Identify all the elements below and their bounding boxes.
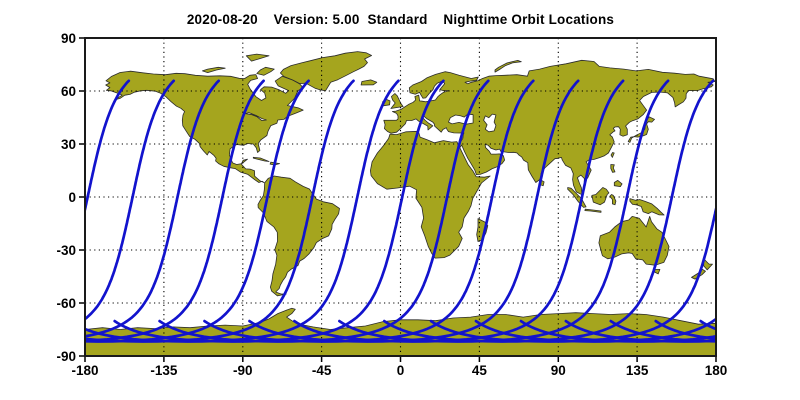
y-tick-label: 30 xyxy=(61,137,76,152)
orbit-track xyxy=(791,81,800,342)
landmass xyxy=(252,156,270,162)
orbit-track xyxy=(293,79,625,343)
x-tick-label: -180 xyxy=(71,363,98,378)
orbit-track xyxy=(85,79,176,321)
orbit-track xyxy=(746,81,800,342)
landmass xyxy=(629,198,665,216)
orbit-track xyxy=(85,79,355,343)
figure-title: 2020-08-20 Version: 5.00 Standard Nightt… xyxy=(186,12,615,27)
landmass xyxy=(85,307,716,356)
landmass xyxy=(360,79,378,86)
landmass xyxy=(609,194,617,206)
orbit-track xyxy=(85,79,310,343)
orbit-track xyxy=(429,203,716,343)
lake xyxy=(245,112,267,121)
x-tick-label: 0 xyxy=(397,363,405,378)
landmass xyxy=(245,53,270,62)
landmass xyxy=(610,152,615,158)
landmass xyxy=(390,93,404,109)
x-tick-label: -90 xyxy=(233,363,253,378)
orbit-track xyxy=(113,79,445,343)
landmass xyxy=(105,70,304,184)
x-tick-label: -45 xyxy=(312,363,332,378)
orbit-track xyxy=(0,81,37,342)
y-tick-label: -90 xyxy=(56,349,76,364)
x-tick-label: 180 xyxy=(705,363,728,378)
x-tick-label: 90 xyxy=(551,363,566,378)
orbit-track xyxy=(338,79,670,343)
orbit-track xyxy=(203,79,535,343)
x-tick-label: -135 xyxy=(150,363,178,378)
landmass xyxy=(494,60,522,73)
landmass xyxy=(202,66,226,73)
orbit-track xyxy=(85,79,400,343)
landmass xyxy=(591,187,610,206)
landmass xyxy=(584,208,602,213)
y-tick-label: 0 xyxy=(68,190,76,205)
orbit-track xyxy=(85,79,131,216)
landmass xyxy=(598,216,670,266)
x-tick-label: 45 xyxy=(472,363,488,378)
orbit-track xyxy=(158,79,490,343)
y-tick-label: 90 xyxy=(61,31,76,46)
orbit-track xyxy=(85,79,221,338)
lake xyxy=(483,113,497,133)
orbit-track xyxy=(85,79,265,343)
orbit-track xyxy=(474,317,716,343)
y-tick-label: -60 xyxy=(56,296,76,311)
y-tick-label: -30 xyxy=(56,243,76,258)
landmass xyxy=(256,66,275,76)
orbit-track xyxy=(248,79,580,343)
landmass xyxy=(610,164,616,173)
orbit-track xyxy=(382,79,715,343)
plot-frame xyxy=(84,37,717,357)
y-tick-label: 60 xyxy=(61,84,76,99)
landmass xyxy=(613,180,623,187)
landmass xyxy=(280,51,372,92)
x-tick-label: 135 xyxy=(626,363,649,378)
